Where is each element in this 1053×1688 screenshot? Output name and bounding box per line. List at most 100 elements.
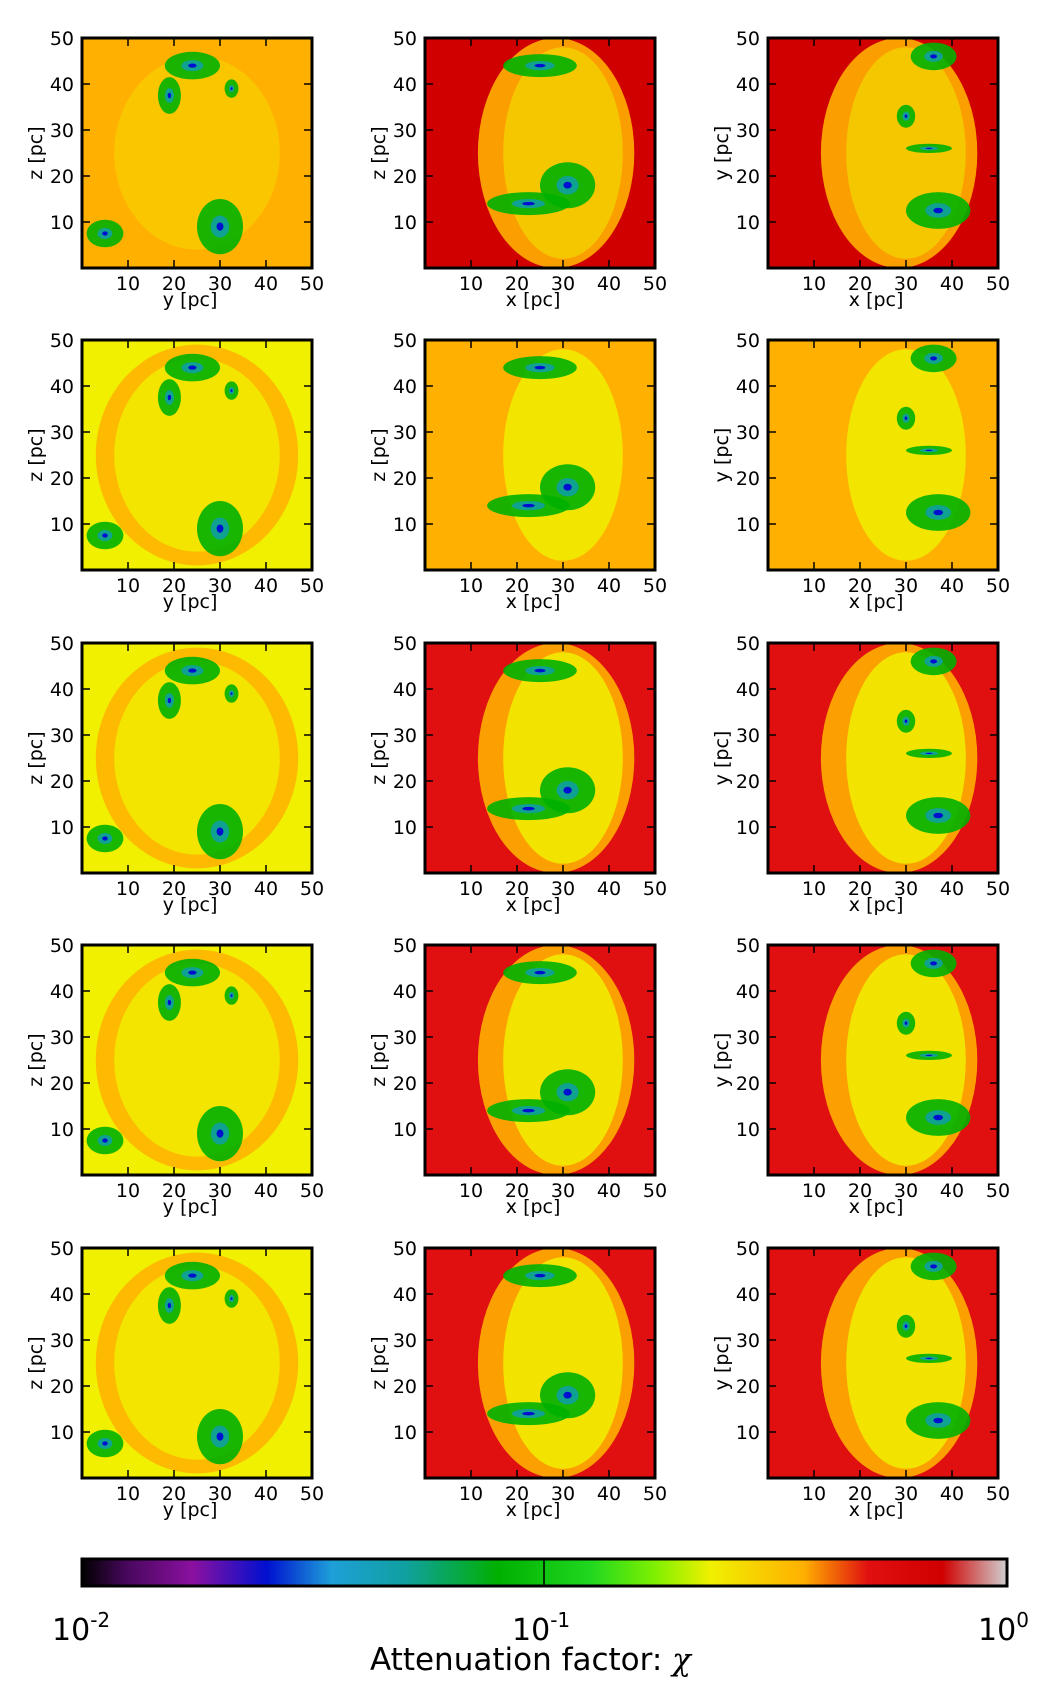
x-tick-label: 10 xyxy=(802,273,826,295)
x-tick-label: 30 xyxy=(208,878,232,900)
x-tick-label: 50 xyxy=(643,1180,667,1202)
x-axis-label: x [pc] xyxy=(849,591,904,613)
y-tick-label: 20 xyxy=(393,1073,417,1095)
panel-frame xyxy=(423,943,657,1177)
y-tick-label: 30 xyxy=(50,1027,74,1049)
x-tick-label: 50 xyxy=(643,273,667,295)
x-tick-label: 50 xyxy=(986,273,1010,295)
panel-frame xyxy=(766,1246,1000,1480)
y-tick-label: 30 xyxy=(393,120,417,142)
panel-frame xyxy=(80,943,314,1177)
x-tick-label: 20 xyxy=(848,575,872,597)
panel-r2-c2: 10 20 30 40 50 10 20 30 40 50 x [pc] z [pc] xyxy=(368,330,667,613)
y-tick-label: 50 xyxy=(736,330,760,352)
panel-frame xyxy=(423,1246,657,1480)
panel-frame xyxy=(80,36,314,270)
x-tick-label: 10 xyxy=(459,575,483,597)
y-tick-label: 10 xyxy=(393,817,417,839)
x-tick-label: 20 xyxy=(162,273,186,295)
x-tick-label: 10 xyxy=(459,878,483,900)
x-tick-label: 50 xyxy=(643,575,667,597)
panel-grid: 10 20 30 40 50 10 20 30 40 50 y [pc] z [pc] 10 20 30 40… xyxy=(25,28,1010,1521)
y-axis-label: z [pc] xyxy=(368,1033,390,1086)
x-tick-label: 20 xyxy=(848,273,872,295)
panel-r5-c3: 10 20 30 40 50 10 20 30 40 50 x [pc] y [pc] xyxy=(711,1238,1010,1521)
x-axis-label: y [pc] xyxy=(163,289,218,311)
x-tick-label: 50 xyxy=(300,1180,324,1202)
x-tick-label: 40 xyxy=(254,1483,278,1505)
x-tick-label: 30 xyxy=(208,1180,232,1202)
y-tick-label: 30 xyxy=(393,1330,417,1352)
panel-frame xyxy=(423,36,657,270)
y-axis-label: z [pc] xyxy=(368,428,390,481)
x-tick-label: 50 xyxy=(986,878,1010,900)
colorbar-tick-label-high: 100 xyxy=(978,1608,1029,1648)
y-tick-label: 40 xyxy=(393,679,417,701)
colorbar-tick-label-mid: 10-1 xyxy=(512,1608,570,1648)
panel-r2-c1: 10 20 30 40 50 10 20 30 40 50 y [pc] z [pc] xyxy=(25,330,324,613)
attenuation-map xyxy=(768,643,998,873)
x-tick-label: 10 xyxy=(802,1180,826,1202)
x-tick-label: 30 xyxy=(894,878,918,900)
x-axis-label: x [pc] xyxy=(506,894,561,916)
x-tick-label: 30 xyxy=(551,1483,575,1505)
x-tick-label: 10 xyxy=(116,1483,140,1505)
y-tick-label: 50 xyxy=(736,28,760,50)
y-tick-label: 10 xyxy=(393,514,417,536)
y-tick-label: 40 xyxy=(393,74,417,96)
y-axis-label: z [pc] xyxy=(368,126,390,179)
panel-frame xyxy=(766,338,1000,572)
y-tick-label: 30 xyxy=(393,1027,417,1049)
y-tick-label: 10 xyxy=(393,212,417,234)
x-tick-label: 50 xyxy=(300,878,324,900)
panel-r2-c3: 10 20 30 40 50 10 20 30 40 50 x [pc] y [pc] xyxy=(711,330,1010,613)
x-tick-label: 20 xyxy=(162,1483,186,1505)
x-tick-label: 40 xyxy=(940,1180,964,1202)
x-axis-label: x [pc] xyxy=(849,1196,904,1218)
y-tick-label: 10 xyxy=(393,1119,417,1141)
x-tick-label: 10 xyxy=(116,273,140,295)
panel-r1-c2: 10 20 30 40 50 10 20 30 40 50 x [pc] z [pc] xyxy=(368,28,667,311)
y-axis-label: z [pc] xyxy=(25,731,47,784)
y-tick-label: 40 xyxy=(50,981,74,1003)
y-tick-label: 50 xyxy=(50,935,74,957)
x-tick-label: 20 xyxy=(162,1180,186,1202)
panel-r1-c3: 10 20 30 40 50 10 20 30 40 50 x [pc] y [pc] xyxy=(711,28,1010,311)
x-tick-label: 50 xyxy=(643,878,667,900)
x-axis-label: x [pc] xyxy=(849,1499,904,1521)
x-tick-label: 30 xyxy=(208,273,232,295)
y-tick-label: 40 xyxy=(50,1284,74,1306)
y-tick-label: 30 xyxy=(736,422,760,444)
x-axis-label: x [pc] xyxy=(506,591,561,613)
y-tick-label: 30 xyxy=(736,120,760,142)
y-tick-label: 10 xyxy=(50,212,74,234)
x-tick-label: 40 xyxy=(940,878,964,900)
colorbar-label: Attenuation factor: χ xyxy=(370,1642,693,1678)
y-tick-label: 30 xyxy=(50,422,74,444)
colorbar: 10-2 10-1 100 Attenuation factor: χ xyxy=(52,1557,1029,1678)
x-axis-label: x [pc] xyxy=(506,1196,561,1218)
attenuation-map xyxy=(768,38,998,268)
x-tick-label: 30 xyxy=(551,1180,575,1202)
x-tick-label: 20 xyxy=(848,1483,872,1505)
y-tick-label: 40 xyxy=(736,679,760,701)
y-tick-label: 50 xyxy=(393,330,417,352)
x-axis-label: y [pc] xyxy=(163,591,218,613)
x-axis-label: y [pc] xyxy=(163,1499,218,1521)
x-axis-label: y [pc] xyxy=(163,894,218,916)
x-tick-label: 20 xyxy=(848,878,872,900)
y-axis-label: y [pc] xyxy=(711,428,733,483)
x-tick-label: 40 xyxy=(254,575,278,597)
y-tick-label: 50 xyxy=(736,1238,760,1260)
x-tick-label: 50 xyxy=(643,1483,667,1505)
x-tick-label: 10 xyxy=(802,878,826,900)
attenuation-map xyxy=(425,1248,655,1478)
x-tick-label: 30 xyxy=(894,575,918,597)
x-tick-label: 50 xyxy=(986,1483,1010,1505)
attenuation-map xyxy=(425,340,655,570)
x-tick-label: 30 xyxy=(208,575,232,597)
y-tick-label: 40 xyxy=(393,376,417,398)
panel-r3-c3: 10 20 30 40 50 10 20 30 40 50 x [pc] y [pc] xyxy=(711,633,1010,916)
y-tick-label: 50 xyxy=(50,28,74,50)
